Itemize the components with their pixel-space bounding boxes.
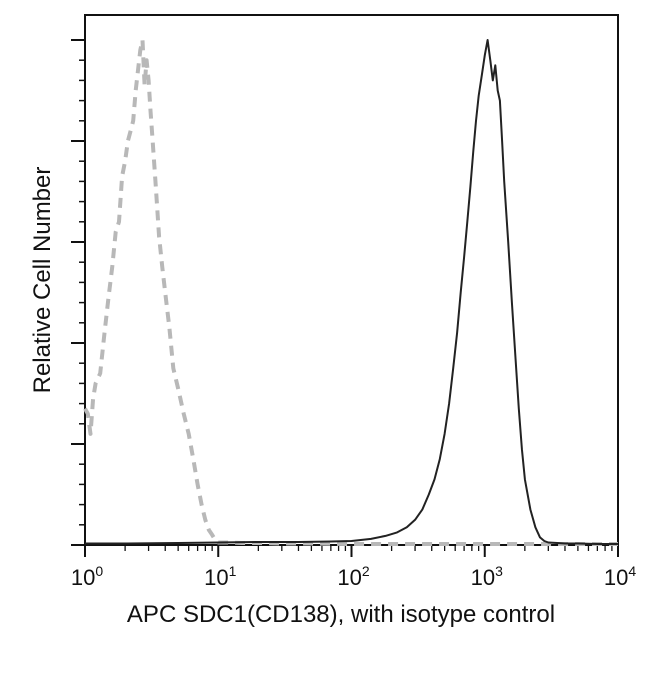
x-tick-label: 102 <box>337 563 369 590</box>
series-layer <box>83 38 618 546</box>
x-tick-label: 104 <box>604 563 636 590</box>
x-tick-label: 101 <box>204 563 236 590</box>
x-axis-tick-labels: 100 101 102 103 104 <box>71 563 636 590</box>
x-axis-ticks <box>84 545 619 557</box>
sample-histogram <box>85 39 618 545</box>
x-tick-label: 103 <box>471 563 503 590</box>
y-axis-title: Relative Cell Number <box>29 167 56 394</box>
x-tick-label: 100 <box>71 563 103 590</box>
y-axis-ticks <box>71 39 85 546</box>
isotype-control-histogram <box>83 38 618 546</box>
x-axis-title: APC SDC1(CD138), with isotype control <box>127 601 555 628</box>
